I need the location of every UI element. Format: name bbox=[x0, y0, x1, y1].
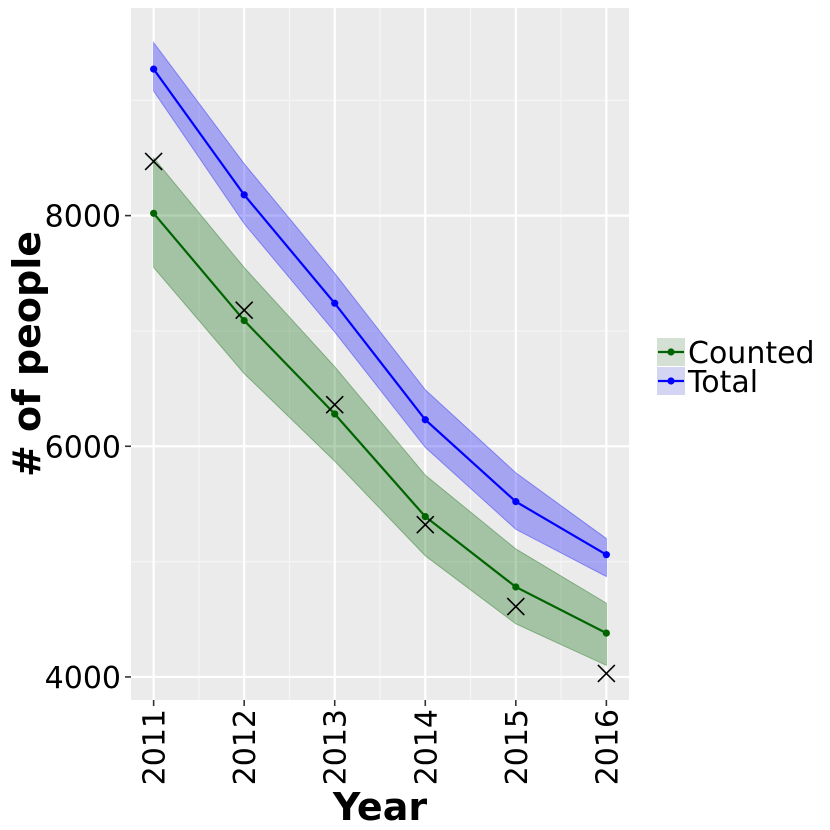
point-total bbox=[331, 299, 339, 307]
grid-minor bbox=[131, 8, 629, 700]
point-total bbox=[512, 498, 520, 506]
observed-x-marker bbox=[325, 395, 344, 414]
y-axis-title: # of people bbox=[5, 231, 49, 477]
x-axis: 2011 2012 2013 2014 2015 2016 bbox=[138, 700, 625, 785]
point-total bbox=[240, 191, 248, 199]
x-tick-label: 2015 bbox=[500, 709, 535, 785]
x-axis-title: Year bbox=[332, 785, 427, 829]
observed-markers bbox=[144, 152, 616, 683]
grid-major bbox=[131, 8, 629, 700]
observed-x-marker bbox=[144, 152, 163, 171]
point-total bbox=[150, 65, 158, 73]
legend-item-counted: Counted bbox=[657, 336, 815, 371]
point-counted bbox=[512, 583, 520, 591]
x-tick-label: 2014 bbox=[409, 709, 444, 785]
point-total bbox=[421, 416, 429, 424]
x-tick-label: 2012 bbox=[228, 709, 263, 785]
line-counted bbox=[152, 212, 607, 635]
y-tick-label: 6000 bbox=[45, 430, 121, 465]
point-counted bbox=[240, 316, 248, 325]
series-points bbox=[150, 65, 610, 637]
legend-label-counted: Counted bbox=[688, 336, 815, 371]
y-tick-label: 4000 bbox=[45, 661, 121, 696]
observed-x-marker bbox=[597, 664, 616, 683]
ribbon-counted bbox=[153, 156, 607, 667]
y-tick-label: 8000 bbox=[45, 200, 121, 235]
x-tick-label: 2011 bbox=[138, 709, 173, 785]
observed-x-marker bbox=[235, 301, 254, 320]
point-total bbox=[602, 551, 610, 559]
point-counted bbox=[602, 629, 610, 637]
observed-x-marker bbox=[416, 515, 435, 534]
observed-x-marker bbox=[506, 597, 525, 616]
point-counted bbox=[150, 209, 158, 217]
point-counted bbox=[331, 410, 339, 418]
ribbon-total bbox=[153, 41, 607, 578]
x-tick-label: 2016 bbox=[590, 709, 625, 785]
legend-label-total: Total bbox=[687, 365, 758, 400]
line-total bbox=[152, 68, 607, 556]
point-counted bbox=[421, 513, 429, 521]
x-tick-label: 2013 bbox=[319, 709, 354, 785]
legend-item-total: Total bbox=[657, 365, 758, 400]
series-lines bbox=[152, 68, 607, 635]
confidence-ribbons bbox=[153, 41, 607, 667]
y-axis: 4000 6000 8000 bbox=[45, 200, 131, 696]
